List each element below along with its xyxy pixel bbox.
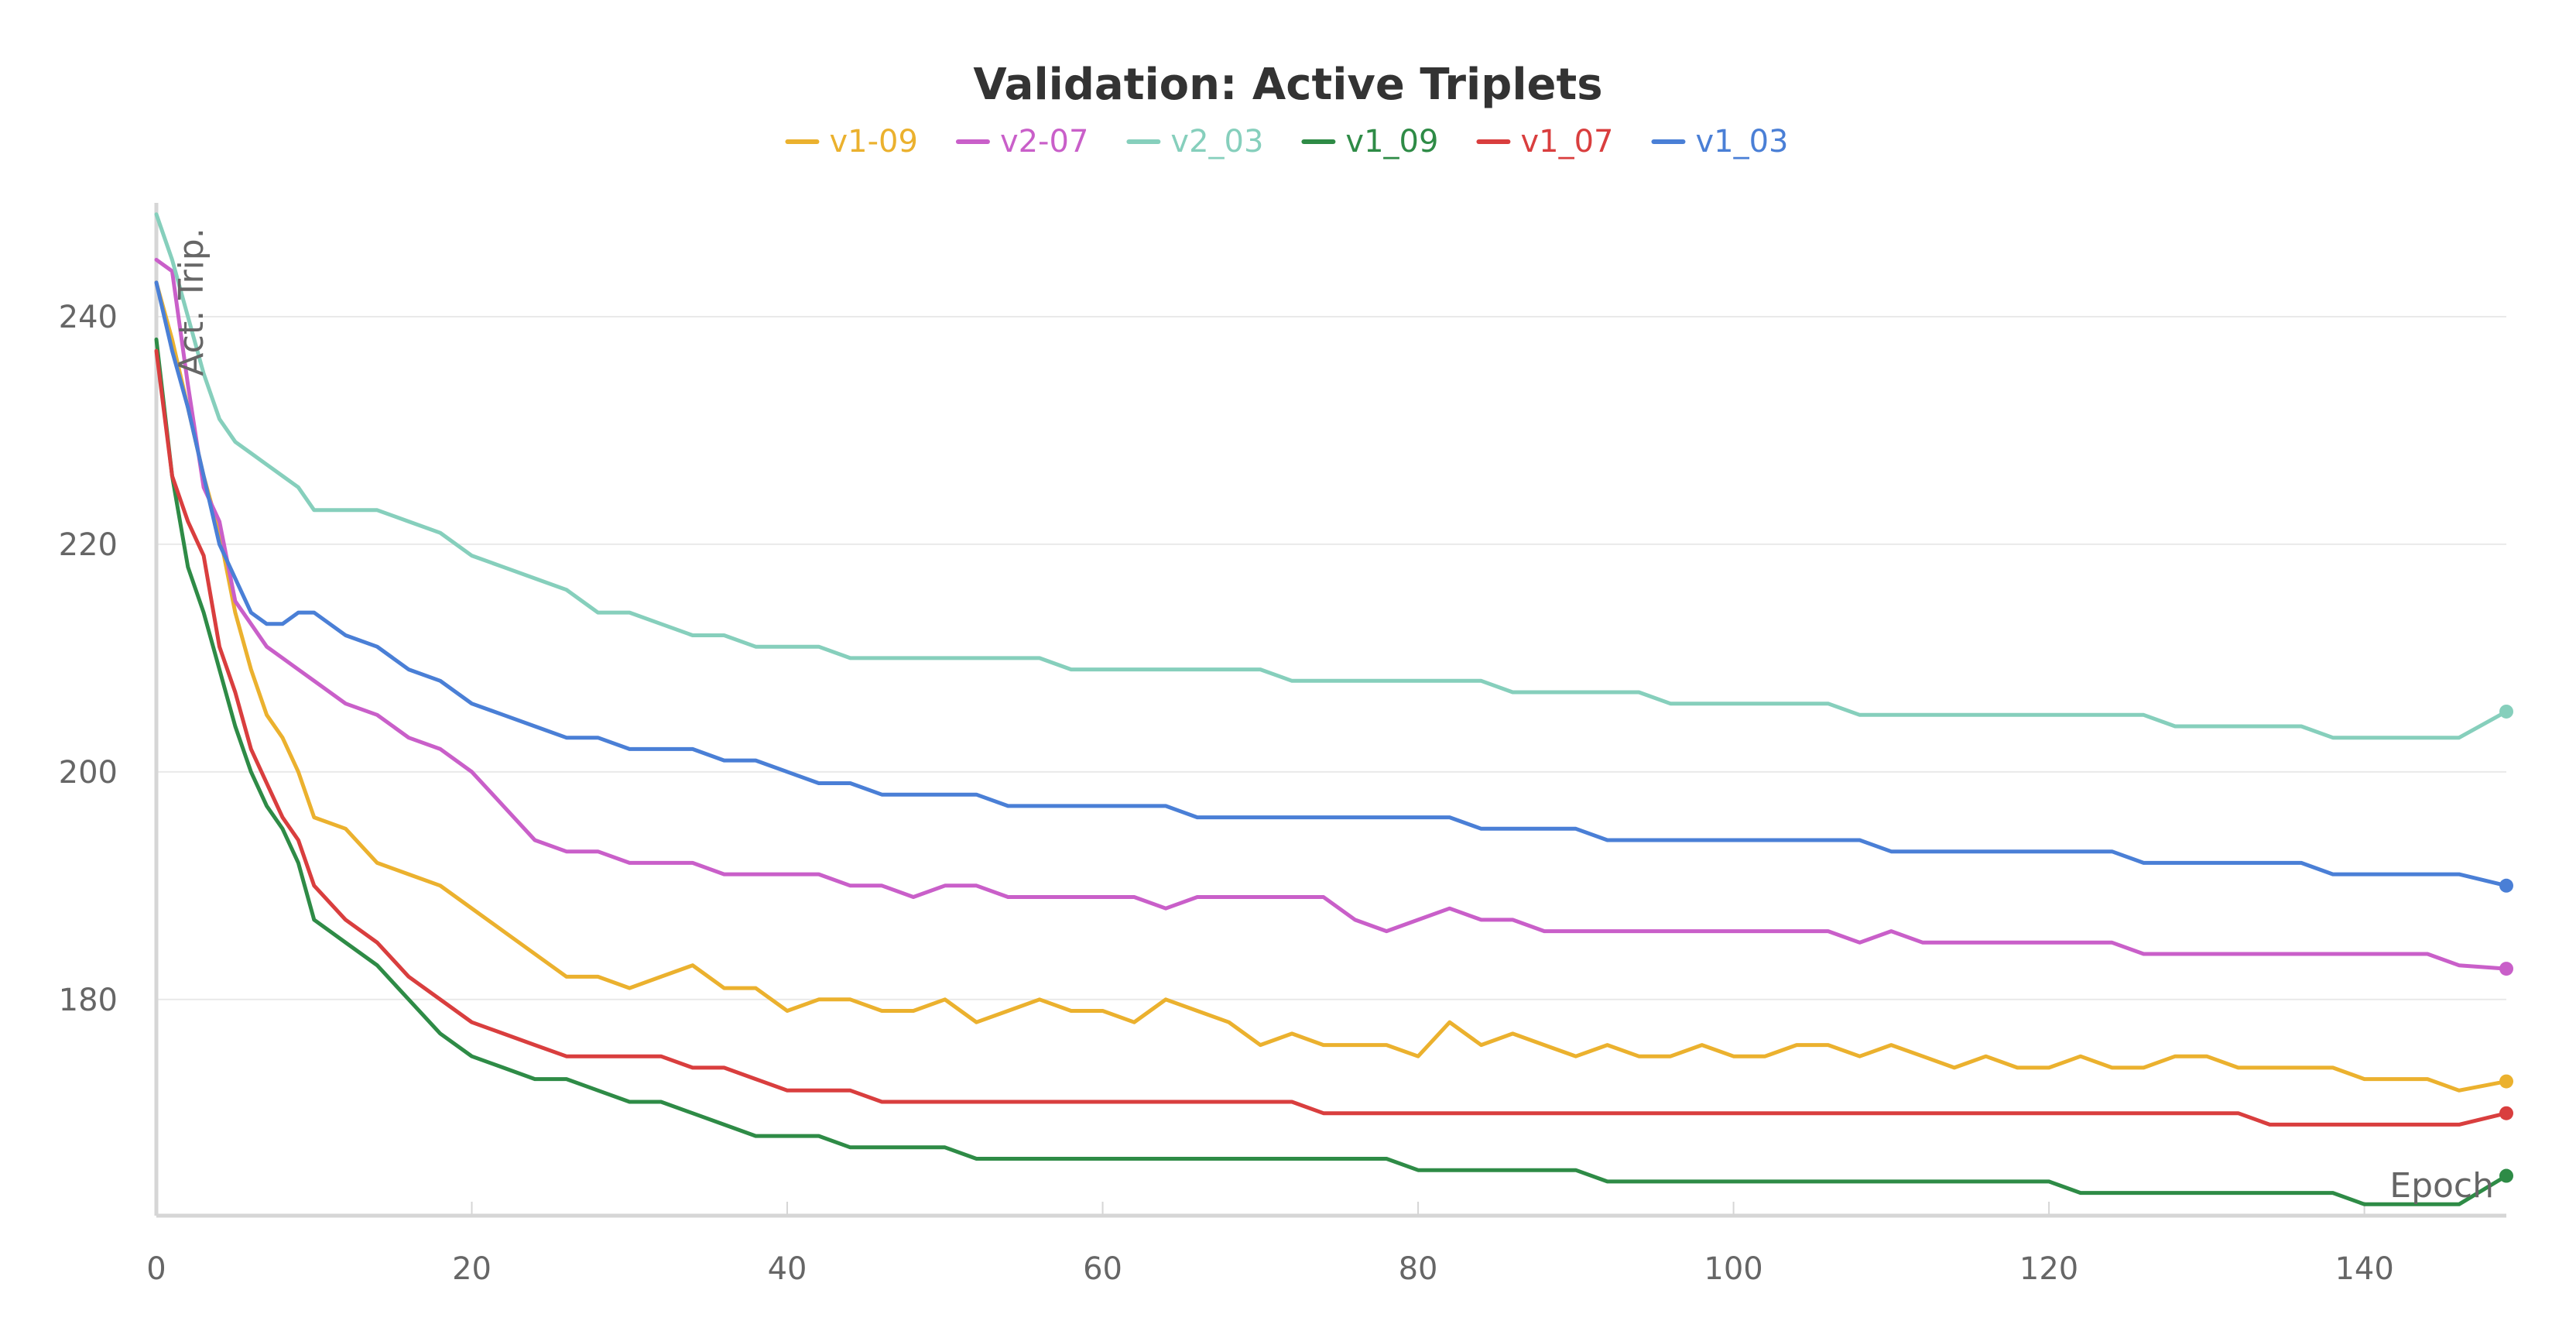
legend-item-v1-09[interactable]: v1-09 — [785, 124, 918, 160]
grid — [156, 315, 2506, 1000]
series-line-v1-07 — [154, 348, 2509, 1127]
x-tick-label: 100 — [1704, 1251, 1762, 1287]
series-line-v2-03 — [154, 212, 2509, 740]
x-tick-label: 120 — [2019, 1251, 2078, 1287]
plot-area — [154, 212, 2513, 1206]
x-tick-label: 40 — [768, 1251, 807, 1287]
series-v2-07 — [154, 258, 2513, 976]
legend-item-v2-07[interactable]: v2-07 — [955, 124, 1088, 160]
legend-label: v2_03 — [1170, 124, 1263, 160]
legend-item-v1-07[interactable]: v1_07 — [1476, 124, 1613, 160]
legend-label: v1_07 — [1520, 124, 1613, 160]
legend-item-v2-03[interactable]: v2_03 — [1126, 124, 1263, 160]
series-v1-09 — [154, 337, 2513, 1206]
axes: 180 200 220 240 0 20 40 60 80 100 120 140 — [59, 203, 2506, 1287]
y-tick-label: 240 — [59, 300, 118, 335]
y-tick-label: 200 — [59, 755, 118, 791]
legend-item-v1-03[interactable]: v1_03 — [1651, 124, 1789, 160]
y-tick-label: 220 — [59, 527, 118, 563]
series-end-marker-v2-07 — [2499, 962, 2513, 976]
series-line-v2-07 — [154, 258, 2509, 971]
y-tick-label: 180 — [59, 983, 118, 1018]
series-end-marker-v1-03 — [2499, 878, 2513, 893]
series-v1-03 — [154, 280, 2513, 893]
legend-label: v1_03 — [1695, 124, 1788, 160]
series-end-marker-v1-09 — [2499, 1074, 2513, 1089]
x-tick-label: 60 — [1083, 1251, 1122, 1287]
x-axis-label: Epoch — [2389, 1166, 2494, 1206]
legend-label: v2-07 — [1000, 124, 1088, 160]
legend-item-v1-09[interactable]: v1_09 — [1301, 124, 1438, 160]
series-v1-07 — [154, 348, 2513, 1127]
chart-title: Validation: Active Triplets — [973, 60, 1602, 110]
legend-label: v1_09 — [1345, 124, 1438, 160]
x-tick-label: 20 — [452, 1251, 492, 1287]
series-line-v1-09 — [154, 280, 2509, 1093]
x-tick-label: 0 — [146, 1251, 166, 1287]
legend: v1-09 v2-07 v2_03 v1_09 v1_07 v1_03 — [785, 124, 1789, 160]
series-end-marker-v1-09 — [2499, 1168, 2513, 1183]
series-line-v1-09 — [154, 337, 2509, 1206]
x-tick-label: 140 — [2334, 1251, 2393, 1287]
series-end-marker-v2-03 — [2499, 704, 2513, 719]
series-v1-09 — [154, 280, 2513, 1093]
x-tick-label: 80 — [1399, 1251, 1438, 1287]
series-v2-03 — [154, 212, 2513, 740]
y-axis-label: Act. Trip. — [172, 228, 211, 376]
series-end-marker-v1-07 — [2499, 1106, 2513, 1120]
legend-label: v1-09 — [829, 124, 917, 160]
series-line-v1-03 — [154, 280, 2509, 888]
